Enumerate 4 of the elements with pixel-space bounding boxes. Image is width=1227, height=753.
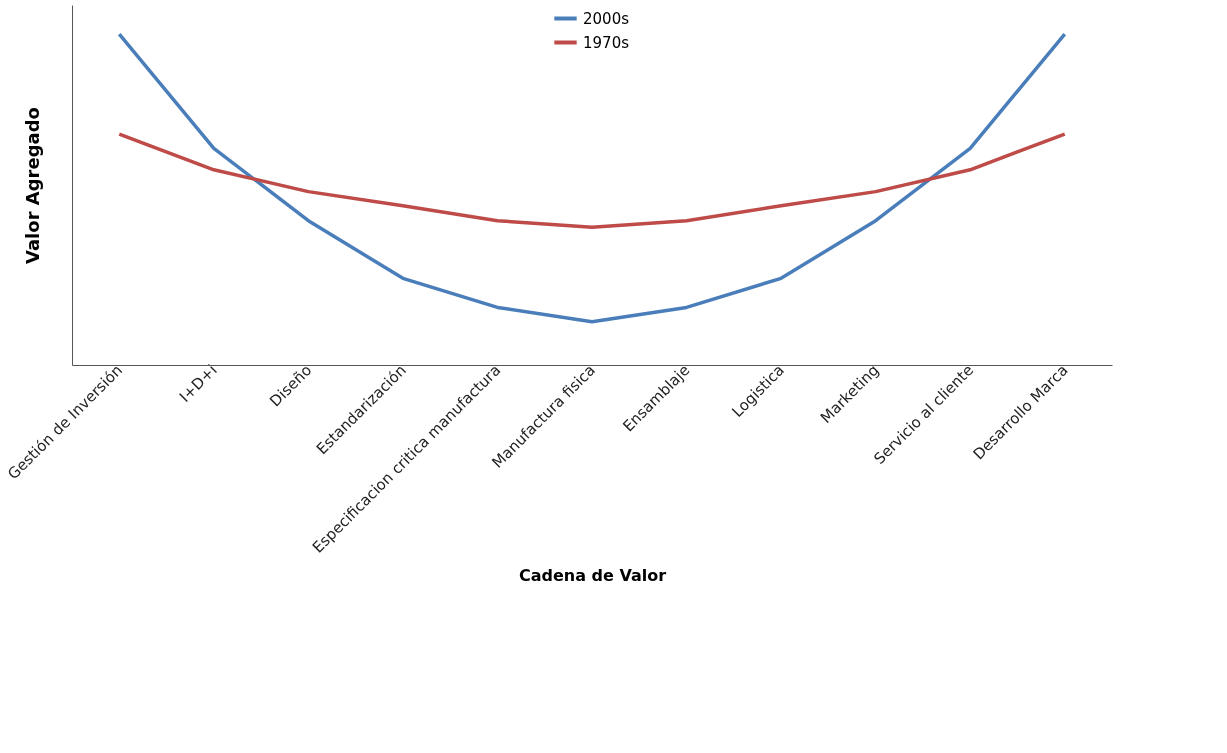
legend-label: 1970s xyxy=(583,33,630,52)
legend-label: 2000s xyxy=(583,9,630,28)
y-axis-title: Valor Agregado xyxy=(21,107,43,264)
x-axis-title: Cadena de Valor xyxy=(518,565,667,585)
